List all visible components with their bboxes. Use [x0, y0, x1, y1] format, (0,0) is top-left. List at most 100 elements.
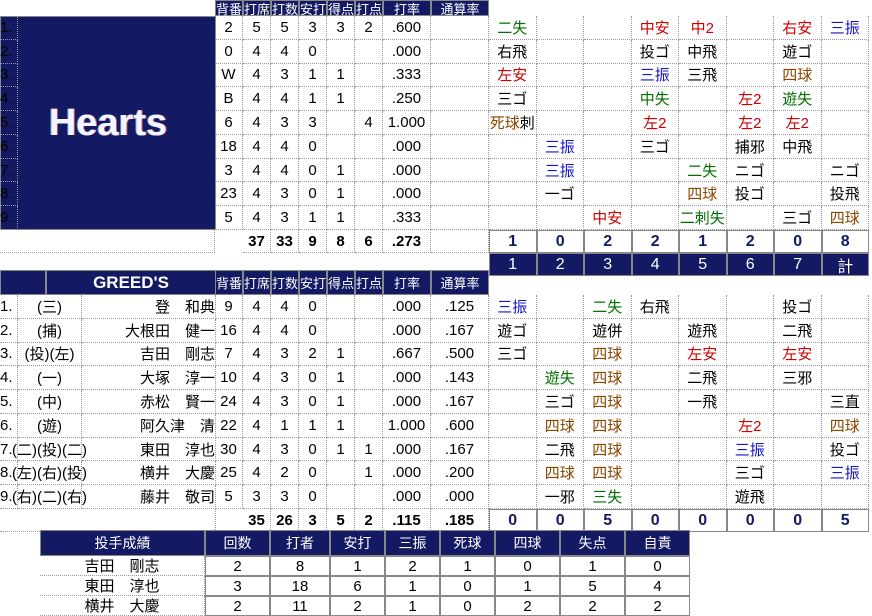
greeds-stat-4-row7 [327, 461, 355, 485]
hearts-col-header-0: 背番 [215, 0, 243, 16]
pitch-cell-r0c5: 1 [440, 556, 495, 576]
greeds-stat-2-row3: 3 [271, 366, 299, 390]
hearts-pbp-r2c3: 三振 [632, 64, 680, 88]
greeds-stat-4-row2: 1 [327, 343, 355, 367]
greeds-inning-run-7: 5 [822, 509, 870, 532]
greeds-stat-2-row7: 2 [271, 461, 299, 485]
greeds-stat-5-row4 [355, 390, 383, 414]
greeds-pbp-r8c3 [632, 485, 680, 509]
greeds-stat-0-row8: 5 [215, 485, 243, 509]
hearts-pbp-r8c1 [537, 206, 585, 230]
greeds-pos-7: (左)(右)(投) [18, 461, 82, 485]
hearts-pbp-r4c2 [584, 111, 632, 135]
pitch-cell-r2c7: 2 [560, 596, 625, 616]
greeds-stat-2-row5: 1 [271, 414, 299, 438]
pitch-col-header-7: 失点 [560, 530, 625, 556]
greeds-stat-6-row6: .000 [383, 438, 431, 462]
greeds-row-label-2: 3. [0, 343, 18, 367]
greeds-stat-3-row4: 0 [299, 390, 327, 414]
hearts-row-label-7: 8. [0, 182, 18, 206]
greeds-pbp-r4c6 [774, 390, 822, 414]
hearts-pbp-r5c2 [584, 135, 632, 159]
greeds-col-header-6: 打率 [383, 270, 431, 295]
hearts-pbp-r1c4: 中飛 [679, 40, 727, 64]
hearts-pbp-r6c5: ニゴ [727, 159, 775, 183]
hearts-pbp-r7c0 [489, 182, 537, 206]
hearts-stat-0-row8: 5 [215, 206, 243, 230]
hearts-stat-1-row2: 4 [243, 64, 271, 88]
hearts-pbp-r0c5 [727, 16, 775, 40]
hearts-pbp-r2c1 [537, 64, 585, 88]
greeds-total-3: 3 [299, 509, 327, 532]
greeds-pbp-r7c2: 四球 [584, 461, 632, 485]
greeds-pos-5: (遊) [18, 414, 82, 438]
greeds-stat-4-row6: 1 [327, 438, 355, 462]
hearts-stat-2-row6: 4 [271, 159, 299, 183]
greeds-stat-3-row5: 1 [299, 414, 327, 438]
hearts-pbp-r8c5 [727, 206, 775, 230]
greeds-name-8: 藤井 敬司 [82, 485, 216, 509]
greeds-pbp-r3c5 [727, 366, 775, 390]
greeds-pbp-r5c5: 左2 [727, 414, 775, 438]
greeds-stat-6-row8: .000 [383, 485, 431, 509]
hearts-stat-6-row4: 1.000 [383, 111, 431, 135]
greeds-pbp-r2c3 [632, 343, 680, 367]
pitch-col-header-8: 自責 [625, 530, 690, 556]
greeds-pos-8: (右)(二)(右) [18, 485, 82, 509]
hearts-stat-5-row2 [355, 64, 383, 88]
greeds-stat-1-row6: 4 [243, 438, 271, 462]
hearts-pbp-r7c3 [632, 182, 680, 206]
hearts-stat-2-row0: 5 [271, 16, 299, 40]
greeds-pbp-r2c1 [537, 343, 585, 367]
render-root: Hearts 背番 打席 打数 安打 得点 打点 打率 通算率 1. 2. 3. 4. 5. 6. 7. 8. 9… [0, 0, 872, 616]
hearts-pbp-r8c3 [632, 206, 680, 230]
greeds-stat-1-row8: 3 [243, 485, 271, 509]
hearts-inning-run-2: 2 [584, 230, 632, 253]
pitch-cell-r0c0: 吉田 剛志 [40, 556, 205, 576]
greeds-pbp-r4c1: 三ゴ [537, 390, 585, 414]
hearts-inning-label-3: 4 [632, 253, 680, 276]
greeds-pbp-r3c1: 遊失 [537, 366, 585, 390]
hearts-stat-5-row7 [355, 182, 383, 206]
hearts-stat-3-row2: 1 [299, 64, 327, 88]
hearts-row-label-1: 2. [0, 40, 18, 64]
hearts-stat-1-row1: 4 [243, 40, 271, 64]
greeds-pbp-r0c1 [537, 295, 585, 319]
greeds-pbp-r8c6 [774, 485, 822, 509]
hearts-stat-1-row6: 4 [243, 159, 271, 183]
hearts-stat-6-row7: .000 [383, 182, 431, 206]
hearts-col-header-6: 打率 [383, 0, 431, 16]
hearts-pbp-r0c7: 三振 [822, 16, 870, 40]
greeds-pbp-r0c0: 三振 [489, 295, 537, 319]
greeds-stat-6-row2: .667 [383, 343, 431, 367]
greeds-row-label-3: 4. [0, 366, 18, 390]
greeds-pbp-r4c7: 三直 [822, 390, 870, 414]
greeds-pbp-r6c3 [632, 438, 680, 462]
hearts-stat-0-row3: B [215, 87, 243, 111]
hearts-pbp-r1c6: 遊ゴ [774, 40, 822, 64]
greeds-stat-2-row2: 3 [271, 343, 299, 367]
hearts-row-label-6: 7. [0, 159, 18, 183]
greeds-stat-3-row1: 0 [299, 319, 327, 343]
greeds-pbp-r5c4 [679, 414, 727, 438]
greeds-pos-0: (三) [18, 295, 82, 319]
pitch-cell-r1c8: 4 [625, 576, 690, 596]
greeds-stat-1-row2: 4 [243, 343, 271, 367]
greeds-stat-2-row1: 4 [271, 319, 299, 343]
pitch-cell-r1c4: 1 [385, 576, 440, 596]
greeds-pbp-r1c3 [632, 319, 680, 343]
hearts-stat-3-row4: 3 [299, 111, 327, 135]
greeds-pbp-r2c0: 三ゴ [489, 343, 537, 367]
greeds-pbp-r3c3 [632, 366, 680, 390]
hearts-stat-6-row1: .000 [383, 40, 431, 64]
hearts-stat-5-row5 [355, 135, 383, 159]
hearts-pbp-r1c3: 投ゴ [632, 40, 680, 64]
pitch-cell-r1c0: 東田 淳也 [40, 576, 205, 596]
pitch-col-header-4: 三振 [385, 530, 440, 556]
hearts-pbp-r2c7 [822, 64, 870, 88]
hearts-pbp-r0c1 [537, 16, 585, 40]
hearts-stat-7-row2 [431, 64, 489, 88]
hearts-total-1: 37 [243, 230, 271, 253]
hearts-pbp-r4c3: 左2 [632, 111, 680, 135]
greeds-pbp-r0c3: 右飛 [632, 295, 680, 319]
